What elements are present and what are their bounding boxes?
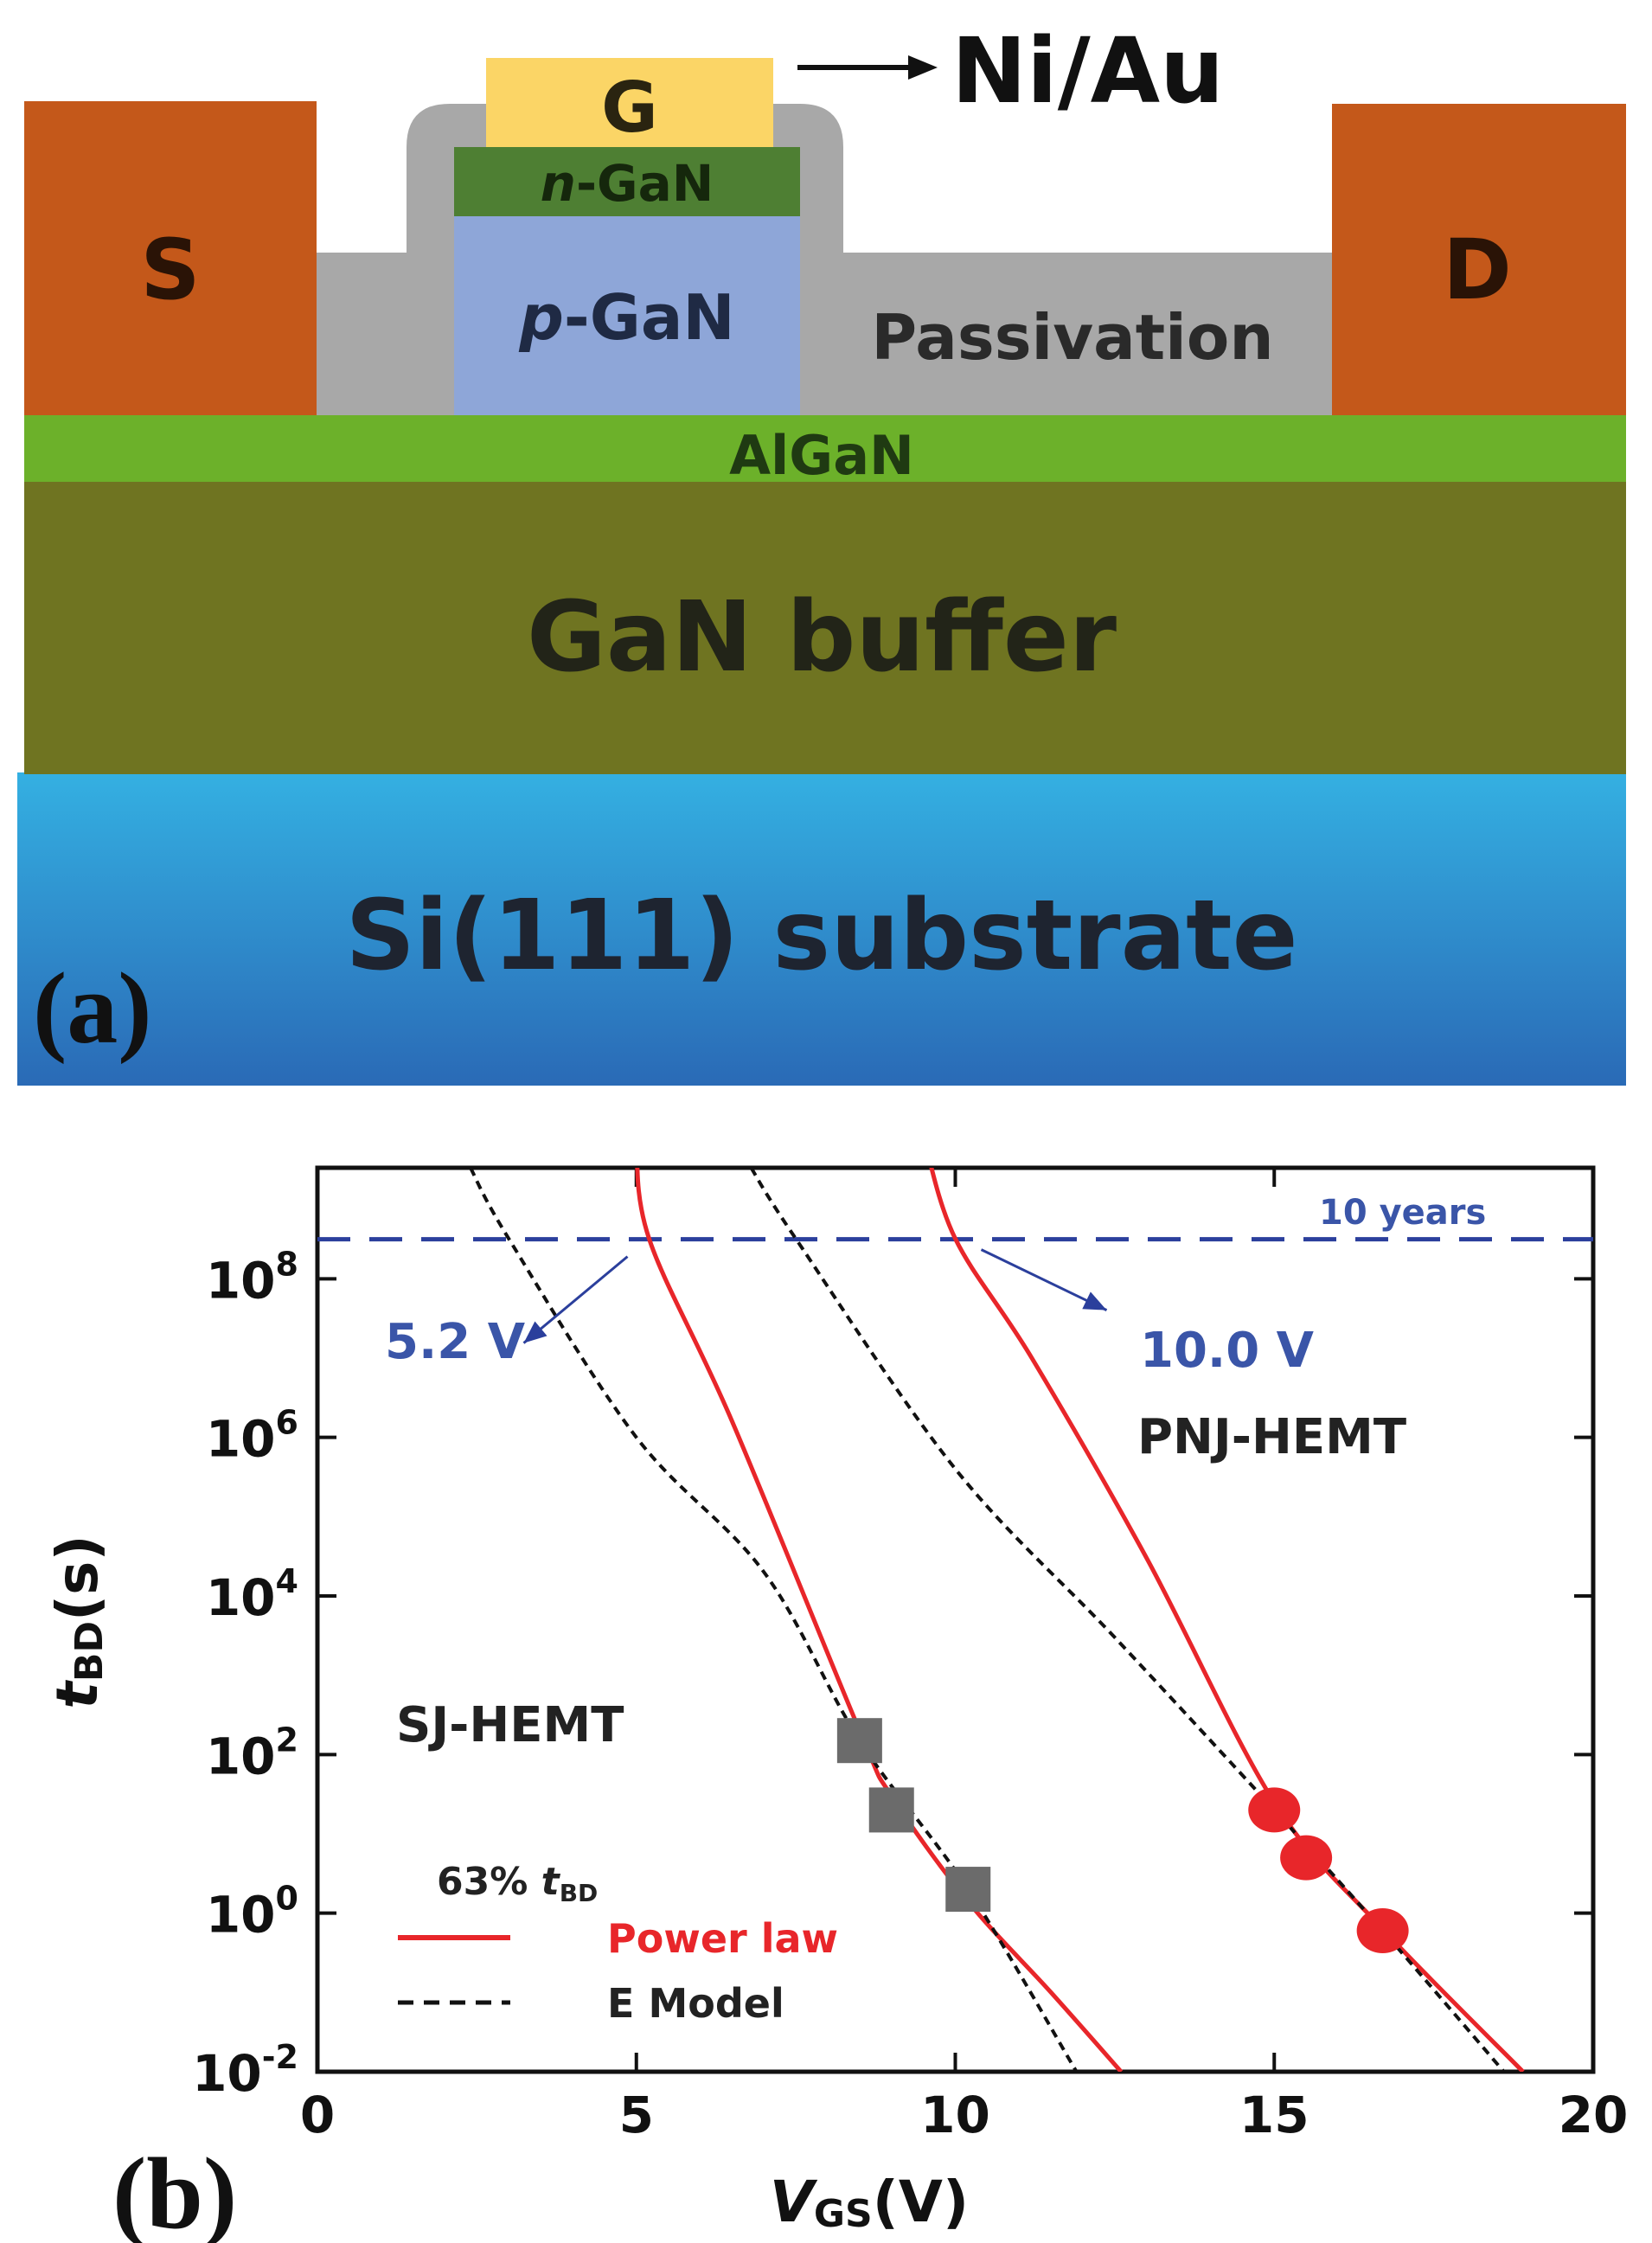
algan-label: AlGaN [729, 424, 914, 487]
substrate-label: Si(111) substrate [345, 880, 1297, 992]
source-label: S [140, 221, 200, 318]
y-tick-label: 102 [206, 1721, 298, 1785]
y-tick-label: 104 [206, 1562, 298, 1627]
y-axis-title: tBD(s) [44, 1535, 112, 1708]
drain-contact [1332, 104, 1626, 415]
source-contact [24, 101, 317, 415]
y-tick-label: 100 [206, 1880, 298, 1945]
x-tick-label: 20 [1559, 2086, 1629, 2144]
y-tick-label: 10-2 [192, 2038, 298, 2103]
legend-emodel-label: E Model [607, 1980, 784, 2027]
x-axis-title: VGS(V) [770, 2169, 969, 2236]
ten-years-label: 10 years [1319, 1193, 1486, 1233]
x-tick-label: 15 [1239, 2086, 1309, 2144]
legend-title: 63% tBD [437, 1860, 598, 1907]
passivation-label: Passivation [871, 301, 1273, 374]
annotation-sj-voltage: 5.2 V [385, 1314, 526, 1370]
x-tick-label: 5 [619, 2086, 654, 2144]
drain-label: D [1443, 221, 1512, 318]
annotation-arrowhead-pnj [1082, 1291, 1107, 1311]
x-tick-labels: 0 5 10 15 20 [300, 2086, 1629, 2144]
sj-hemt-point [836, 1718, 882, 1764]
y-tick-label: 108 [206, 1245, 298, 1310]
y-tick-label: 106 [206, 1404, 298, 1469]
annotation-arrowhead-sj [523, 1321, 547, 1343]
lifetime-chart: 0 5 10 15 20 10-2 100 102 104 106 108 10 years 5.… [44, 1165, 1629, 2243]
axis-ticks [316, 1168, 1595, 2073]
pnj-hemt-point [1248, 1787, 1301, 1833]
gan-buffer-label: GaN buffer [527, 581, 1117, 694]
gate-metal-label: Ni/Au [951, 18, 1224, 124]
algan-layer [24, 415, 1626, 482]
sj-hemt-point [868, 1787, 914, 1833]
x-tick-label: 0 [300, 2086, 335, 2144]
pnj-hemt-point [1356, 1908, 1409, 1954]
device-label-pnj: PNJ-HEMT [1137, 1409, 1406, 1465]
y-tick-labels: 10-2 100 102 104 106 108 [192, 1245, 298, 2103]
gate-contact [486, 58, 773, 147]
pnj-hemt-point [1280, 1835, 1333, 1881]
panel-a-label: (a) [33, 952, 152, 1065]
device-label-sj: SJ-HEMT [396, 1697, 624, 1753]
n-gan-layer [454, 147, 800, 216]
annotation-arrow-pnj [980, 1248, 1108, 1311]
p-gan-label: p-GaN [518, 281, 734, 354]
p-gan-layer [454, 215, 800, 415]
sj-hemt-point [945, 1867, 991, 1913]
legend-power-label: Power law [607, 1915, 838, 1962]
x-tick-label: 10 [920, 2086, 990, 2144]
substrate-layer [17, 772, 1626, 1086]
annotation-arrow-sj [522, 1255, 629, 1344]
panel-b-label: (b) [112, 2137, 237, 2243]
gan-buffer-layer [24, 480, 1626, 774]
gate-metal-arrowhead [908, 55, 938, 80]
device-cross-section: Si(111) substrate GaN buffer AlGaN Passi… [17, 18, 1626, 1086]
power-law-curve-pnj [929, 1168, 1525, 2072]
annotation-pnj-voltage: 10.0 V [1140, 1323, 1315, 1379]
gate-label: G [601, 67, 658, 148]
n-gan-label: n-GaN [541, 154, 714, 213]
data-points [836, 1718, 1409, 1954]
